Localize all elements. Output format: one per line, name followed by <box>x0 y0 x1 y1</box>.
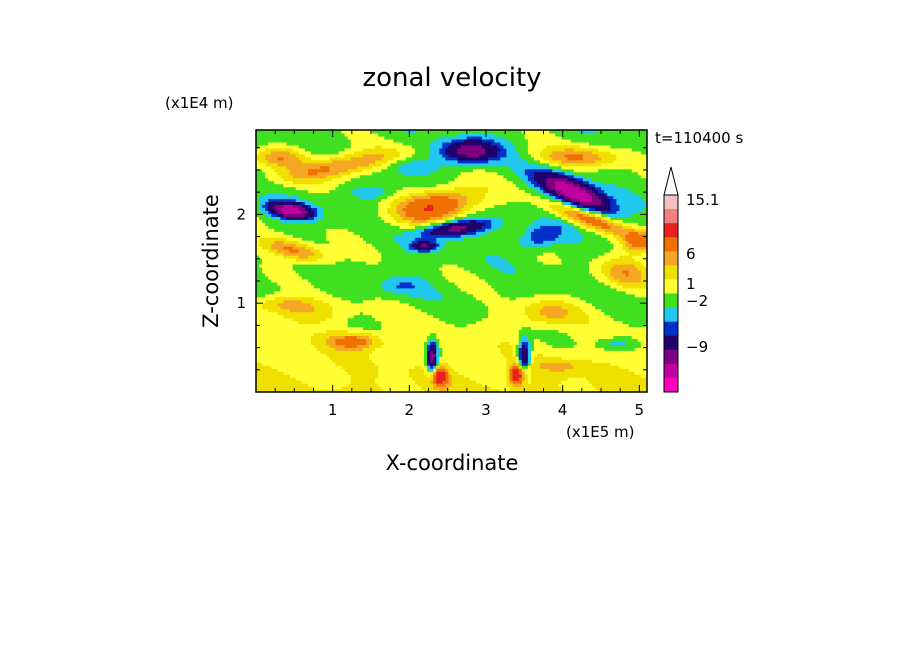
x-tick-label: 4 <box>558 401 568 419</box>
time-label: t=110400 s <box>655 129 743 147</box>
x-tick-label: 1 <box>328 401 338 419</box>
colorbar-swatch <box>664 195 678 210</box>
colorbar-swatch <box>664 279 678 294</box>
colorbar-label: 6 <box>686 245 696 263</box>
y-tick-label: 1 <box>236 294 246 312</box>
colorbar-swatch <box>664 335 678 351</box>
colorbar-swatch <box>664 237 678 252</box>
colorbar-label: −2 <box>686 292 708 310</box>
colorbar-label: −9 <box>686 338 708 356</box>
y-units-label: (x1E4 m) <box>165 94 234 112</box>
plot-frame <box>255 129 648 393</box>
colorbar-swatch <box>664 251 678 266</box>
y-tick-label: 2 <box>236 205 246 223</box>
x-axis-label: X-coordinate <box>386 451 519 475</box>
colorbar-swatch <box>664 377 678 393</box>
colorbar-swatch <box>664 265 678 280</box>
chart-title: zonal velocity <box>362 63 541 93</box>
x-axis-ticks: 1 2 3 4 5 <box>274 130 645 419</box>
colorbar-swatch <box>664 209 678 224</box>
colorbar-swatch <box>664 363 678 379</box>
x-tick-label: 2 <box>405 401 415 419</box>
colorbar-swatch <box>664 223 678 238</box>
colorbar-swatch <box>664 349 678 365</box>
contour-field <box>256 130 647 392</box>
colorbar-extend-arrow <box>663 166 679 196</box>
colorbar-label: 1 <box>686 275 696 293</box>
x-tick-label: 5 <box>635 401 645 419</box>
x-units-label: (x1E5 m) <box>566 423 635 441</box>
x-tick-label: 3 <box>481 401 491 419</box>
y-axis-ticks: 12 <box>236 147 647 371</box>
colorbar-swatch <box>664 307 678 322</box>
y-axis-label: Z-coordinate <box>199 194 223 328</box>
colorbar-swatch <box>664 293 678 308</box>
colorbar-swatch <box>664 321 678 337</box>
colorbar-label: 15.1 <box>686 191 719 209</box>
colorbar: 15.1 6 1−2 −9 <box>663 166 719 393</box>
